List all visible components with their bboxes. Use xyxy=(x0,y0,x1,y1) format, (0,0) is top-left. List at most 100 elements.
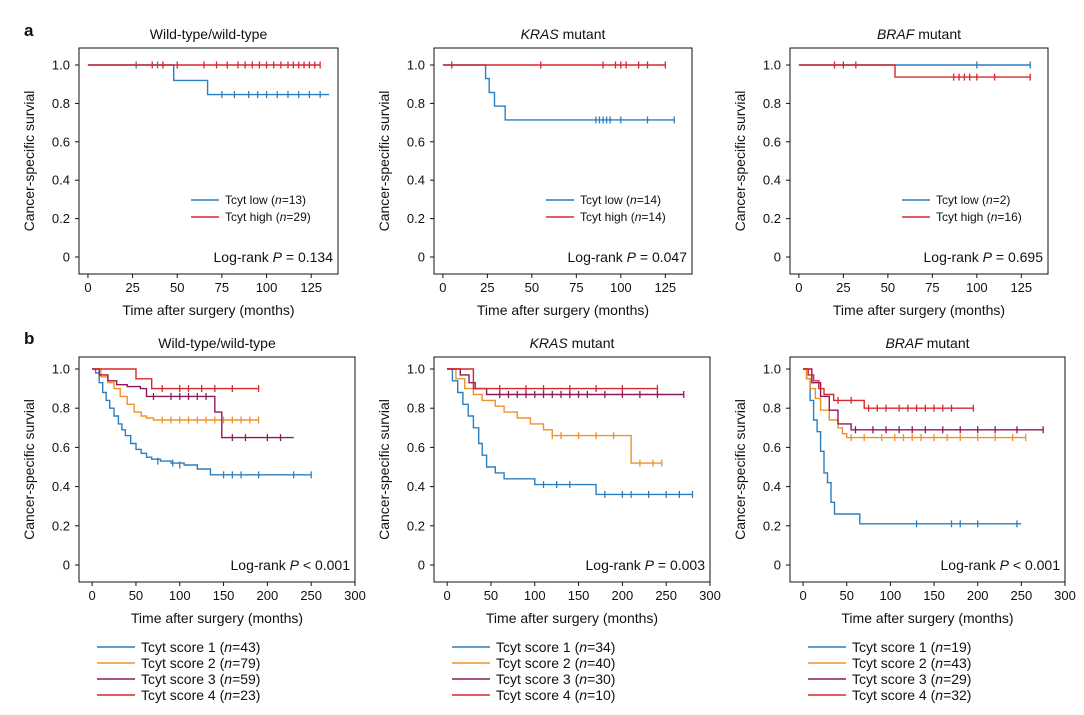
y-tick-label: 0.6 xyxy=(52,134,70,149)
legend-n-value: =29) xyxy=(943,671,971,687)
legend-n-value: =32) xyxy=(943,687,971,703)
legend-n-value: =2) xyxy=(993,193,1011,207)
x-tick-label: 250 xyxy=(655,588,677,603)
log-rank-stat: Log-rank P = 0.695 xyxy=(924,249,1044,265)
legend-n-value: =10) xyxy=(587,687,615,703)
y-axis-label: Cancer-specific survial xyxy=(21,91,37,232)
plot-frame xyxy=(789,356,1066,583)
legend-entry: Tcyt high (n=14) xyxy=(580,210,666,224)
y-tick-label: 1.0 xyxy=(763,362,781,377)
survival-curve-tcyt-score-2 xyxy=(447,368,662,464)
log-rank-p-symbol: P xyxy=(627,249,637,265)
plot-frame xyxy=(789,47,1049,275)
km-panel-2: KRAS mutant 0 0.2 0.4 0.6 0.8 1.0 0 25 50 75 100 125… xyxy=(376,26,693,318)
x-tick-label: 300 xyxy=(699,588,721,603)
x-axis-label: Time after surgery (months) xyxy=(131,610,303,626)
legend-paren: ( xyxy=(220,655,225,671)
x-axis-label: Time after surgery (months) xyxy=(486,610,658,626)
x-tick-label: 50 xyxy=(170,280,184,295)
legend-n-value: =16) xyxy=(997,210,1021,224)
legend-paren: ( xyxy=(631,210,635,224)
y-tick-label: 0.8 xyxy=(52,401,70,416)
chart-title-part: Wild-type/wild-type xyxy=(150,26,268,42)
legend-n-symbol: n xyxy=(935,655,943,671)
y-tick-label: 0.8 xyxy=(407,96,425,111)
legend-n-value: =59) xyxy=(232,671,260,687)
log-rank-label: Log-rank xyxy=(924,249,980,265)
legend-n-symbol: n xyxy=(935,639,943,655)
log-rank-p-value: = 0.134 xyxy=(282,249,333,265)
x-tick-label: 0 xyxy=(89,588,96,603)
survival-curve-tcyt-low xyxy=(442,64,675,121)
legend-n-value: =23) xyxy=(232,687,260,703)
x-tick-label: 75 xyxy=(925,280,939,295)
legend-name: Tcyt high xyxy=(580,210,631,224)
legend-name: Tcyt score 2 xyxy=(496,655,575,671)
legend-n-value: =14) xyxy=(641,210,665,224)
chart-title-part: BRAF xyxy=(885,335,924,351)
legend-name: Tcyt score 3 xyxy=(496,671,575,687)
legend-entry: Tcyt score 1 (n=19) xyxy=(852,639,971,655)
x-tick-label: 125 xyxy=(654,280,676,295)
legend-n-symbol: n xyxy=(224,639,232,655)
y-tick-label: 0 xyxy=(63,558,70,573)
legend-n-symbol: n xyxy=(275,193,282,207)
legend-paren: ( xyxy=(931,639,936,655)
log-rank-p-symbol: P xyxy=(290,557,300,573)
legend-name: Tcyt score 4 xyxy=(496,687,575,703)
log-rank-label: Log-rank xyxy=(586,557,642,573)
x-tick-label: 150 xyxy=(213,588,235,603)
y-tick-label: 0.8 xyxy=(763,401,781,416)
legend-n-value: =40) xyxy=(587,655,615,671)
legend-entry: Tcyt score 4 (n=32) xyxy=(852,687,971,703)
legend-entry: Tcyt score 3 (n=29) xyxy=(852,671,971,687)
legend-paren: ( xyxy=(276,210,280,224)
legend-name: Tcyt score 3 xyxy=(141,671,220,687)
chart-title-part: mutant xyxy=(568,335,615,351)
log-rank-stat: Log-rank P = 0.047 xyxy=(568,249,688,265)
legend-paren: ( xyxy=(626,193,630,207)
legend-paren: ( xyxy=(220,687,225,703)
y-tick-label: 0.4 xyxy=(763,173,781,188)
legend-paren: ( xyxy=(987,210,991,224)
legend-entry: Tcyt score 4 (n=23) xyxy=(141,687,260,703)
survival-curve-tcyt-score-4 xyxy=(447,368,658,390)
y-tick-label: 0.6 xyxy=(407,440,425,455)
x-tick-label: 0 xyxy=(799,588,806,603)
x-tick-label: 0 xyxy=(84,280,91,295)
x-tick-label: 0 xyxy=(444,588,451,603)
chart-title-part: Wild-type/wild-type xyxy=(158,335,276,351)
legend-n-symbol: n xyxy=(579,671,587,687)
log-rank-label: Log-rank xyxy=(214,249,270,265)
y-tick-label: 0 xyxy=(774,558,781,573)
legend-n-symbol: n xyxy=(986,193,993,207)
y-tick-label: 0.2 xyxy=(407,518,425,533)
legend-entry: Tcyt low (n=2) xyxy=(936,193,1010,207)
legend-n-value: =34) xyxy=(587,639,615,655)
log-rank-p-value: = 0.047 xyxy=(636,249,687,265)
y-tick-label: 0.8 xyxy=(763,96,781,111)
legend-n-symbol: n xyxy=(280,210,287,224)
x-tick-label: 150 xyxy=(923,588,945,603)
legend-name: Tcyt score 1 xyxy=(141,639,220,655)
legend-name: Tcyt score 3 xyxy=(852,671,931,687)
x-tick-label: 100 xyxy=(169,588,191,603)
legend-paren: ( xyxy=(931,687,936,703)
y-tick-label: 0.2 xyxy=(407,211,425,226)
survival-curve-tcyt-score-1 xyxy=(447,368,693,496)
plot-frame xyxy=(78,47,339,275)
panel-letter-a: a xyxy=(24,21,34,40)
legend-paren: ( xyxy=(982,193,986,207)
legend-paren: ( xyxy=(220,671,225,687)
x-tick-label: 250 xyxy=(300,588,322,603)
y-tick-label: 0.6 xyxy=(407,134,425,149)
log-rank-p-value: = 0.695 xyxy=(992,249,1043,265)
legend-n-value: =43) xyxy=(232,639,260,655)
legend-entry: Tcyt high (n=29) xyxy=(225,210,311,224)
legend-n-symbol: n xyxy=(935,687,943,703)
legend-n-symbol: n xyxy=(224,671,232,687)
legend-paren: ( xyxy=(575,687,580,703)
x-tick-label: 125 xyxy=(300,280,322,295)
legend-entry: Tcyt score 2 (n=43) xyxy=(852,655,971,671)
x-tick-label: 100 xyxy=(524,588,546,603)
